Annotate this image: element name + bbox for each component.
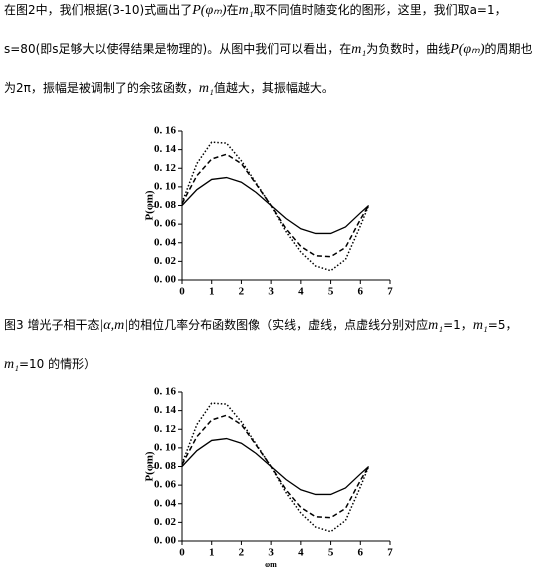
x-tick-label: 2 [239,547,245,559]
y-axis-label: P(φm) [144,190,156,220]
chart: 0. 00 0. 02 0. 04 0. 06 0. 08 0. 10 0. 12 0. 14… [144,386,394,567]
text: 在 [226,3,239,17]
line-series [181,153,370,258]
x-tick-label: 0 [179,547,185,559]
math: P(φₘ) [450,42,485,57]
y-tick-label: 0. 14 [154,404,177,416]
x-axis-label: φm [265,560,277,567]
x-tick-label: 6 [358,286,364,298]
x-tick-label: 1 [209,547,215,559]
text: 的周期也为2π，振幅是被调制了的余弦函数， [4,42,533,95]
math: m₁ [472,318,488,333]
y-tick-label: 0. 12 [154,423,177,435]
y-tick-label: 0. 06 [154,479,177,491]
paragraph: 在图2中，我们根据(3-10)式画出了P(φₘ)在m₁取不同值时随变化的图形，这… [4,0,534,108]
y-tick-label: 0. 04 [154,236,177,248]
y-tick-label: 0. 10 [154,441,177,453]
y-axis-label: P(φm) [144,451,156,481]
x-tick-label: 2 [239,286,245,298]
math: m₁ [238,3,254,18]
line-series [181,141,370,272]
y-tick-label: 0. 02 [154,516,177,528]
x-tick-label: 3 [268,547,274,559]
y-tick-label: 0. 08 [154,199,177,211]
y-tick-label: 0. 08 [154,460,177,472]
math: m₁ [351,42,367,57]
chart: 0. 00 0. 02 0. 04 0. 06 0. 08 0. 10 0. 12 0. 14… [144,125,394,301]
x-tick-label: 4 [298,286,304,298]
x-axis-label: φm [265,299,277,301]
math: m₁ [428,318,444,333]
y-tick-label: 0. 04 [154,497,177,509]
text: 值越大，其振幅越大。 [213,81,334,95]
x-tick-label: 4 [298,547,304,559]
y-tick-label: 0. 00 [154,535,177,547]
y-tick-label: 0. 06 [154,218,177,230]
text: 为负数时，曲线 [366,42,451,56]
line-series [181,176,370,235]
line-series [181,437,370,496]
math: m₁ [4,357,19,372]
y-tick-label: 0. 02 [154,255,177,267]
math: m₁ [198,81,214,96]
x-tick-label: 7 [387,547,393,559]
math: |α,m| [99,318,129,333]
line-series [181,402,370,533]
x-tick-label: 0 [179,286,185,298]
text: =5， [487,318,518,332]
text: =1， [443,318,473,332]
x-tick-label: 1 [209,286,215,298]
math: P(φₘ) [192,3,227,18]
y-tick-label: 0. 16 [154,386,177,398]
x-tick-label: 3 [268,286,274,298]
y-tick-label: 0. 00 [154,274,177,286]
caption: 图3 增光子相干态|α,m|的相位几率分布函数图像（实线，虚线，点虚线分别对应m… [4,306,534,384]
line-series [181,414,370,519]
x-tick-label: 7 [387,286,393,298]
text: 的相位几率分布函数图像（实线，虚线，点虚线分别对应 [128,318,429,332]
x-tick-label: 6 [358,547,364,559]
y-tick-label: 0. 14 [154,143,177,155]
text: 图3 增光子相干态 [4,318,100,332]
text: 取不同值时随变化的图形，这里，我们取a=1，s=80(即s足够大以使得结果是物理… [4,3,507,56]
x-tick-label: 5 [328,286,334,298]
y-tick-label: 0. 12 [154,162,177,174]
x-tick-label: 5 [328,547,334,559]
text: 在图2中，我们根据(3-10)式画出了 [4,3,193,17]
y-tick-label: 0. 10 [154,180,177,192]
text: =10 的情形） [18,357,97,371]
y-tick-label: 0. 16 [154,125,177,137]
